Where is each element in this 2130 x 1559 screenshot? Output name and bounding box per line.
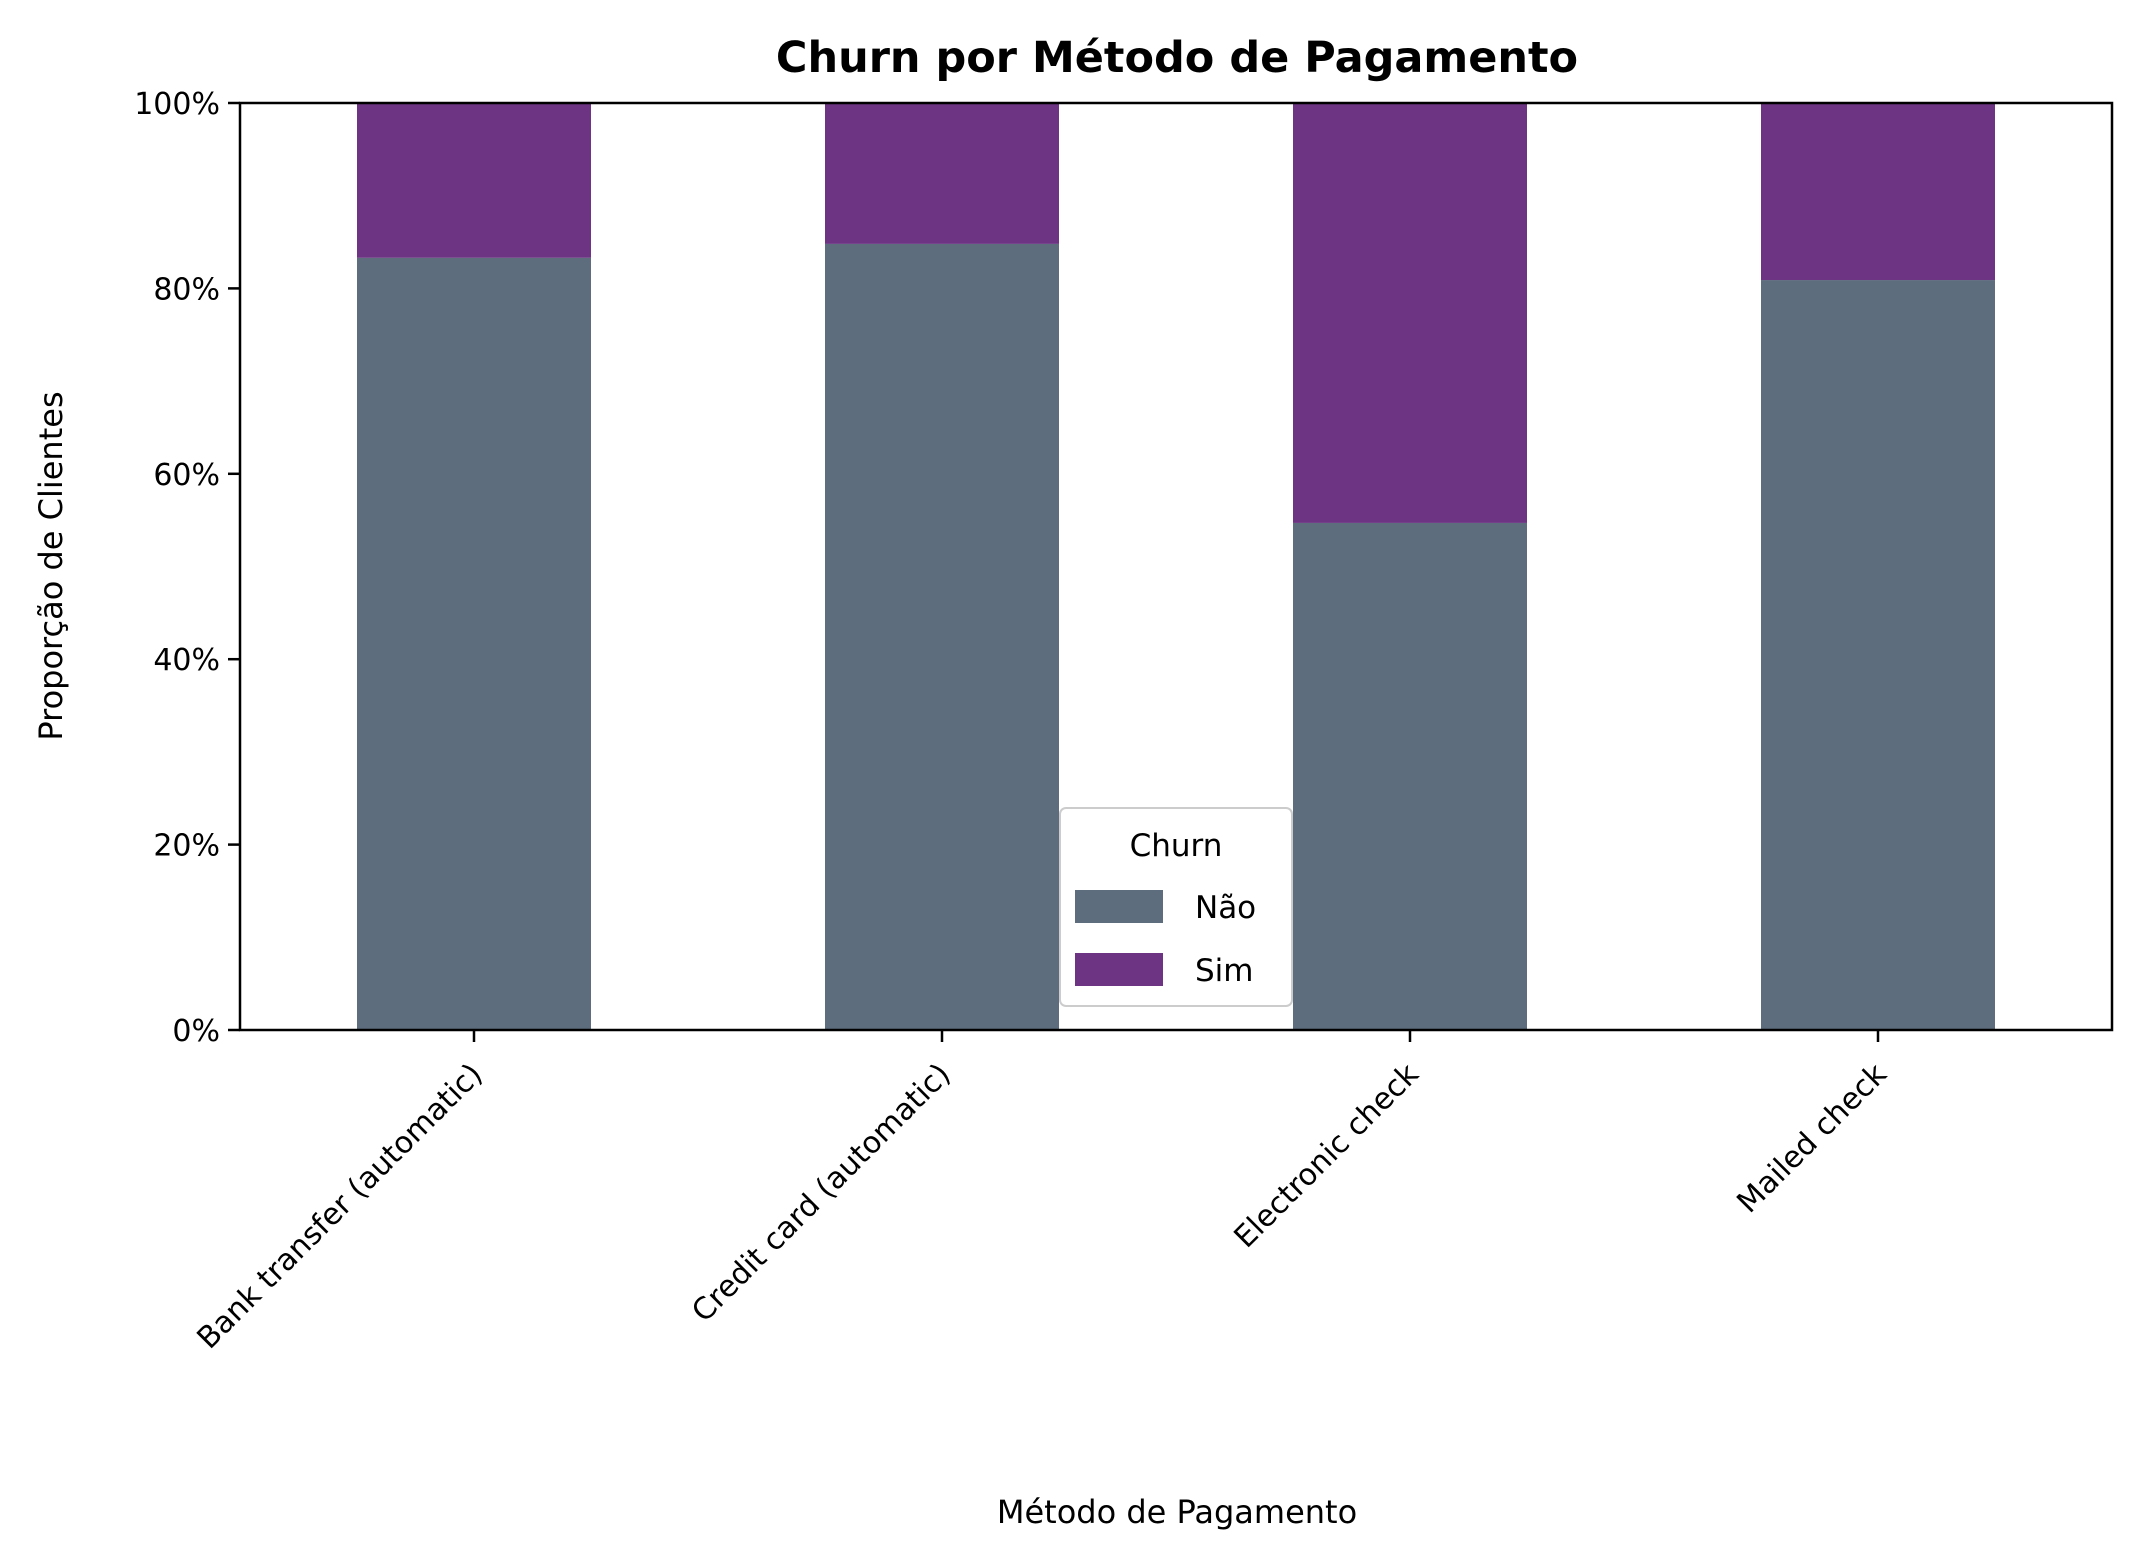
legend-title: Churn [1130, 828, 1223, 864]
chart-title: Churn por Método de Pagamento [776, 33, 1578, 83]
legend-swatch-sim [1075, 953, 1163, 986]
legend-label-sim: Sim [1195, 953, 1254, 989]
x-tick-label: Electronic check [1227, 1056, 1426, 1255]
y-axis-label: Proporção de Clientes [32, 391, 70, 740]
y-axis: 0% 20% 40% 60% 80% 100% [134, 87, 240, 1049]
bar-sim-credit-card-automatic [825, 103, 1059, 244]
bar-sim-electronic-check [1293, 103, 1527, 523]
y-tick-label: 100% [134, 87, 220, 122]
x-tick-label: Credit card (automatic) [685, 1057, 957, 1329]
bar-nao-electronic-check [1293, 522, 1527, 1030]
bars-layer [357, 103, 1995, 1031]
bar-sim-mailed-check [1761, 103, 1995, 281]
y-tick-label: 80% [153, 272, 220, 307]
plot-frame [238, 101, 2114, 1032]
y-tick-label: 40% [153, 643, 220, 678]
bar-nao-bank-transfer-automatic [357, 257, 591, 1031]
y-tick-label: 20% [153, 829, 220, 864]
bar-nao-credit-card-automatic [825, 243, 1059, 1031]
x-tick-label: Bank transfer (automatic) [191, 1057, 490, 1356]
legend-label-nao: Não [1195, 890, 1256, 926]
bar-nao-mailed-check [1761, 280, 1995, 1030]
bar-sim-bank-transfer-automatic [357, 103, 591, 258]
legend-swatch-nao [1075, 890, 1163, 923]
x-axis-label: Método de Pagamento [997, 1493, 1357, 1531]
legend: Churn Não Sim [1059, 807, 1293, 1007]
y-tick-label: 0% [172, 1014, 220, 1049]
x-tick-label: Mailed check [1730, 1056, 1894, 1220]
y-tick-label: 60% [153, 458, 220, 493]
x-axis: Bank transfer (automatic) Credit card (au… [191, 1030, 1894, 1356]
